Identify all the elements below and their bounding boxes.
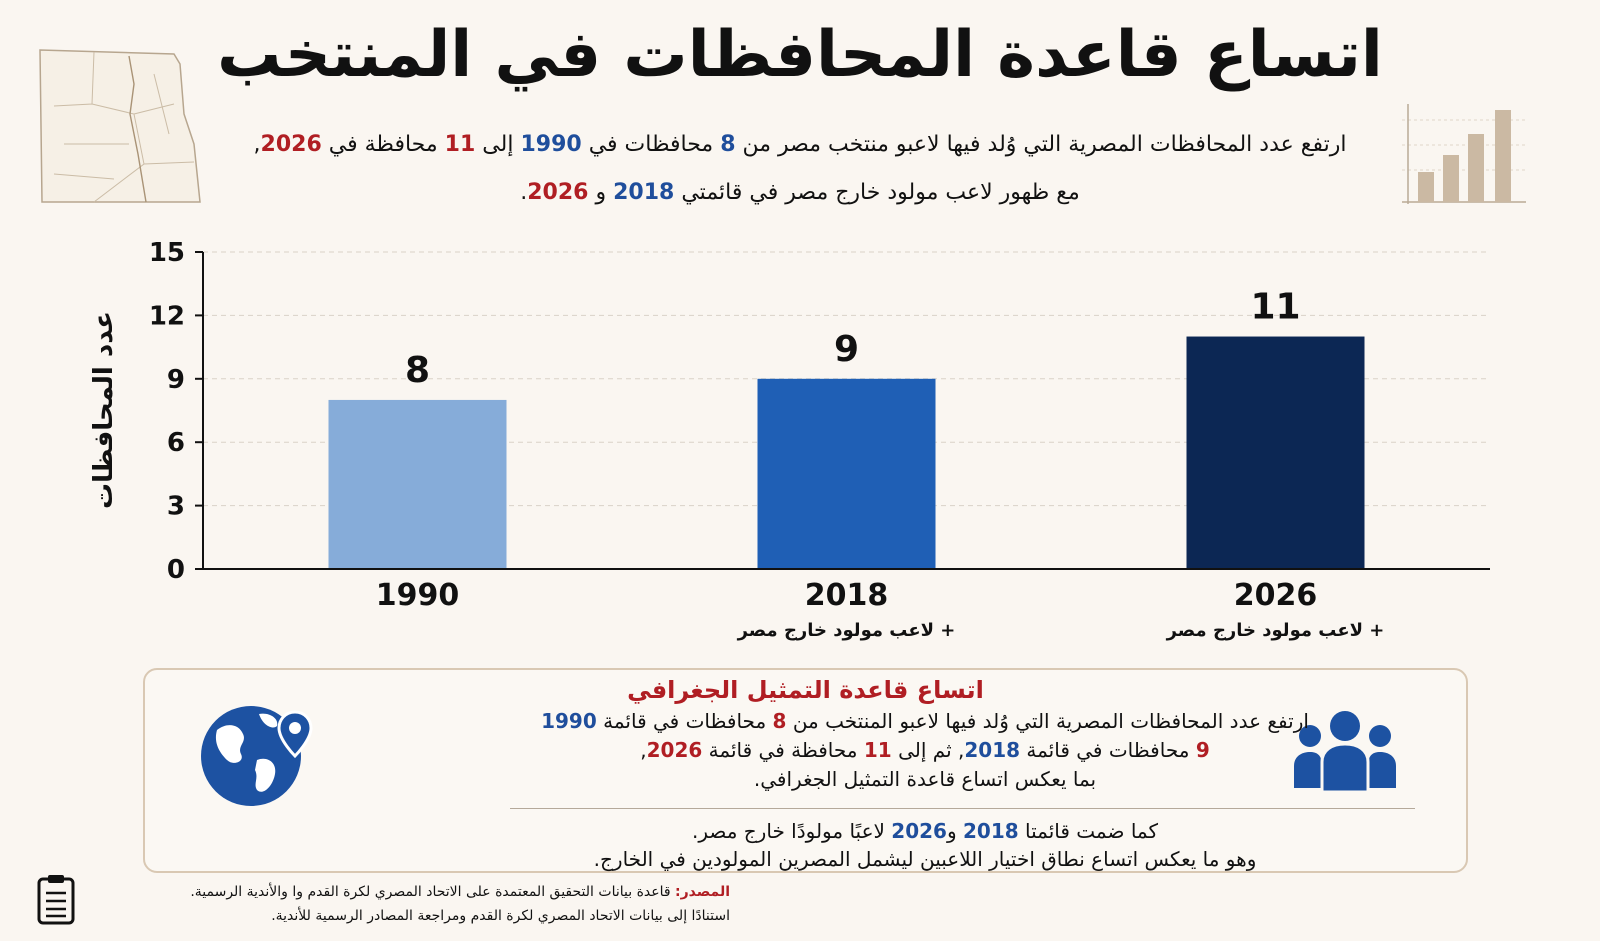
subtitle-text: . [520, 180, 528, 205]
y-tick-label: 15 [149, 238, 185, 268]
y-tick-label: 0 [167, 555, 185, 585]
bar-2026 [1186, 336, 1365, 569]
x-tick-label-1990: 1990 [376, 578, 460, 613]
bar-chart: 0 3 6 9 12 15 8 9 11 1990 2018 2026 + لاعب مولود … [89, 238, 1490, 641]
subtitle-line-1: ارتفع عدد المحافظات المصرية التي وُلد في… [180, 132, 1420, 157]
info-box: اتساع قاعدة التمثيل الجغرافي ارتفع عدد ا… [143, 668, 1468, 873]
y-tick-label: 3 [167, 492, 185, 522]
info-title: اتساع قاعدة التمثيل الجغرافي [627, 676, 984, 704]
bar-1990 [328, 399, 507, 569]
info-text: كما ضمت قائمتا [1025, 819, 1159, 843]
subtitle-year: 2026 [260, 132, 322, 157]
subtitle-year: 1990 [520, 132, 582, 157]
subtitle-year: 2026 [527, 180, 589, 205]
source-note: المصدر: قاعدة بيانات التحقيق المعتمدة عل… [190, 880, 730, 928]
y-tick-label: 9 [167, 365, 185, 395]
subtitle-number: 11 [444, 132, 476, 157]
value-label-1990: 8 [405, 350, 430, 391]
source-text: قاعدة بيانات التحقيق المعتمدة على الاتحا… [190, 884, 671, 900]
info-year: 2026 [891, 819, 947, 843]
category-note-2018: + لاعب مولود خارج مصر [737, 620, 956, 641]
x-tick-label-2026: 2026 [1234, 578, 1318, 613]
subtitle-text: , [253, 132, 261, 157]
source-line-1: المصدر: قاعدة بيانات التحقيق المعتمدة عل… [190, 880, 730, 904]
subtitle-text: إلى [482, 132, 514, 157]
subtitle-text: ارتفع عدد المحافظات المصرية التي وُلد في… [742, 132, 1347, 157]
info-text: , ثم إلى [898, 738, 965, 762]
bar-2018 [757, 378, 936, 569]
info-number: 11 [863, 738, 892, 762]
info-paragraph-5: وهو ما يعكس اتساع نطاق اختيار اللاعبين ل… [593, 847, 1257, 871]
info-text: محافظات في قائمة [1026, 738, 1190, 762]
globe-pin-icon [201, 706, 313, 806]
egypt-map-icon [39, 49, 201, 203]
subtitle-text: مع ظهور لاعب مولود خارج مصر في قائمتي [681, 180, 1080, 205]
info-paragraph-4: كما ضمت قائمتا 2018 و2026 لاعبًا مولودًا… [425, 816, 1425, 846]
info-year: 2018 [962, 819, 1019, 843]
y-axis-label: عدد المحافظات [89, 311, 119, 509]
category-note-2026: + لاعب مولود خارج مصر [1166, 620, 1385, 641]
info-year: 1990 [541, 709, 597, 733]
source-line-2: استنادًا إلى بيانات الاتحاد المصري لكرة … [271, 908, 730, 924]
subtitle-year: 2018 [613, 180, 675, 205]
info-divider [510, 808, 1415, 809]
value-label-2026: 11 [1250, 287, 1300, 328]
subtitle-text: محافظة في [328, 132, 438, 157]
subtitle-number: 8 [720, 132, 736, 157]
source-label: المصدر: [675, 884, 730, 900]
info-text: , [640, 738, 647, 762]
people-group-icon [1294, 711, 1396, 794]
info-text: محافظة في قائمة [708, 738, 858, 762]
bar-chart-icon [1402, 104, 1526, 204]
info-year: 2018 [964, 738, 1021, 762]
info-paragraph-1: ارتفع عدد المحافظات المصرية التي وُلد في… [425, 706, 1425, 736]
info-year: 2026 [646, 738, 703, 762]
info-paragraph-2: 9 محافظات في قائمة 2018, ثم إلى 11 محافظ… [425, 735, 1425, 765]
info-number: 8 [772, 709, 787, 733]
page-title: اتساع قاعدة المحافظات في المنتخب [217, 18, 1383, 92]
subtitle-line-2: مع ظهور لاعب مولود خارج مصر في قائمتي 20… [180, 180, 1420, 205]
info-text: محافظات في قائمة [603, 709, 767, 733]
info-text: و [946, 819, 957, 843]
clipboard-icon [37, 875, 75, 925]
x-tick-label-2018: 2018 [805, 578, 889, 613]
info-number: 9 [1195, 738, 1210, 762]
subtitle-text: و [595, 180, 607, 205]
y-tick-label: 12 [149, 301, 185, 331]
subtitle-text: محافظات في [588, 132, 714, 157]
y-tick-label: 6 [167, 428, 185, 458]
info-text: ارتفع عدد المحافظات المصرية التي وُلد في… [792, 709, 1309, 733]
value-label-2018: 9 [834, 329, 859, 370]
info-text: لاعبًا مولودًا خارج مصر. [691, 819, 885, 843]
info-paragraph-3: بما يعكس اتساع قاعدة التمثيل الجغرافي. [753, 767, 1097, 791]
